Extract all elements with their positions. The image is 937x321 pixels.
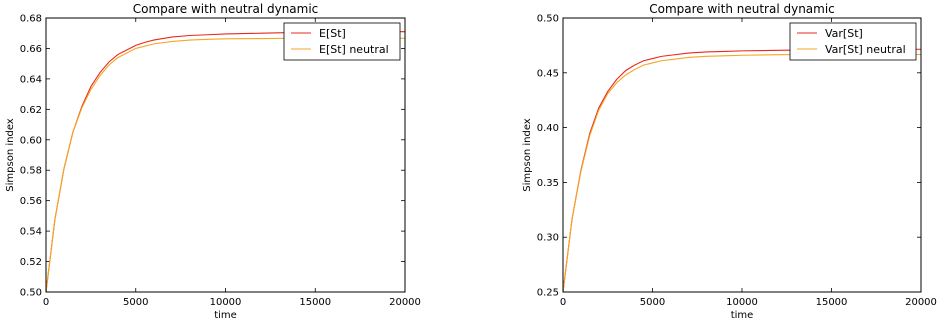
y-tick-label: 0.30 xyxy=(537,233,559,244)
legend-box xyxy=(789,22,917,61)
x-tick-label: 15000 xyxy=(299,297,331,308)
y-tick-label: 0.58 xyxy=(20,166,42,177)
legend: E[St] E[St] neutral xyxy=(283,22,401,61)
y-tick-label: 0.54 xyxy=(20,227,42,238)
plot-frame xyxy=(45,17,406,293)
x-tick-label: 0 xyxy=(560,297,566,308)
y-tick-label: 0.52 xyxy=(20,257,42,268)
series-line-2 xyxy=(563,53,921,292)
series-line-1 xyxy=(46,31,405,292)
legend-label-2: Var[St] neutral xyxy=(825,43,906,56)
y-tick-label: 0.35 xyxy=(537,178,559,189)
y-tick-label: 0.68 xyxy=(20,14,42,25)
y-tick-label: 0.66 xyxy=(20,44,42,55)
chart-title: Compare with neutral dynamic xyxy=(649,2,835,16)
y-tick-label: 0.62 xyxy=(20,105,42,116)
chart-panel-1: Compare with neutral dynamic 0.50 0.52 0.54… xyxy=(5,2,421,321)
x-tick-label: 5000 xyxy=(123,297,148,308)
y-tick-label: 0.56 xyxy=(20,196,42,207)
y-tick-label: 0.25 xyxy=(537,288,559,299)
series-line-2 xyxy=(46,37,405,292)
x-tick-label: 0 xyxy=(43,297,49,308)
x-tick-label: 20000 xyxy=(389,297,421,308)
y-tick-label: 0.60 xyxy=(20,135,42,146)
legend-label-2: E[St] neutral xyxy=(319,43,389,56)
x-tick-label: 10000 xyxy=(726,297,758,308)
x-tick-label: 10000 xyxy=(210,297,242,308)
y-tick-label: 0.45 xyxy=(537,68,559,79)
legend-label-1: Var[St] xyxy=(825,27,863,40)
y-tick-label: 0.64 xyxy=(20,74,42,85)
x-tick-label: 20000 xyxy=(905,297,937,308)
chart-title: Compare with neutral dynamic xyxy=(133,2,319,16)
y-axis-label: Simpson index xyxy=(522,118,533,192)
y-tick-label: 0.40 xyxy=(537,123,559,134)
y-tick-label: 0.50 xyxy=(20,288,42,299)
x-tick-label: 15000 xyxy=(816,297,848,308)
chart-panel-2: Compare with neutral dynamic 0.25 0.30 0.35… xyxy=(522,2,937,321)
legend-box xyxy=(283,22,401,61)
x-axis-label: time xyxy=(731,310,754,321)
x-axis-label: time xyxy=(214,310,237,321)
y-tick-label: 0.50 xyxy=(537,14,559,25)
plot-frame xyxy=(562,17,922,293)
legend: Var[St] Var[St] neutral xyxy=(789,22,917,61)
x-tick-label: 5000 xyxy=(640,297,665,308)
series-line-1 xyxy=(563,48,921,292)
legend-label-1: E[St] xyxy=(319,27,346,40)
y-axis-label: Simpson index xyxy=(5,118,16,192)
